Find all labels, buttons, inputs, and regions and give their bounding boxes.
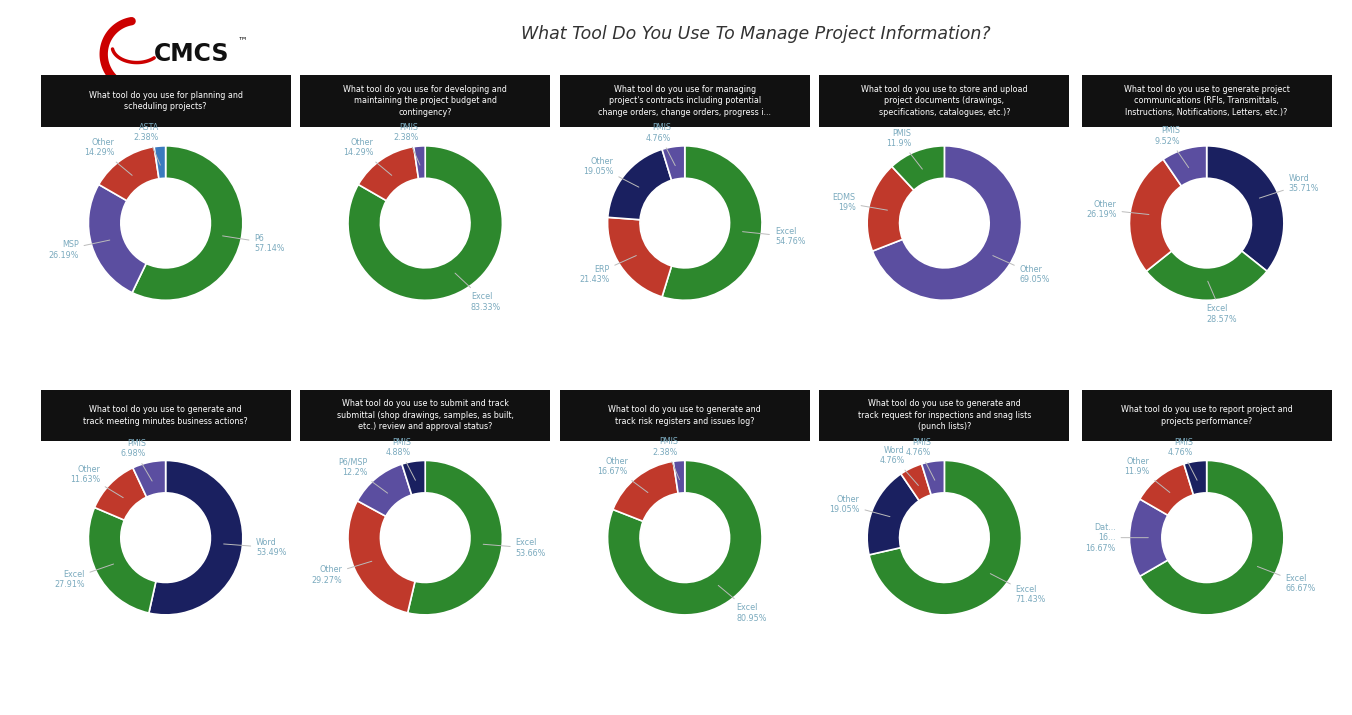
Text: Excel
80.95%: Excel 80.95% xyxy=(718,586,767,623)
Wedge shape xyxy=(402,460,426,495)
Wedge shape xyxy=(357,464,412,516)
Text: What tool do you use for developing and
maintaining the project budget and
conti: What tool do you use for developing and … xyxy=(343,85,507,117)
Wedge shape xyxy=(900,464,932,500)
Text: EDMS
19%: EDMS 19% xyxy=(833,193,887,212)
Text: PMIS
4.76%: PMIS 4.76% xyxy=(646,123,675,166)
Text: What Tool Do You Use To Manage Project Information?: What Tool Do You Use To Manage Project I… xyxy=(521,25,990,43)
Text: Other
11.63%: Other 11.63% xyxy=(70,465,123,498)
Wedge shape xyxy=(869,460,1022,615)
Text: What tool do you use to store and upload
project documents (drawings,
specificat: What tool do you use to store and upload… xyxy=(861,85,1028,117)
Text: Other
14.29%: Other 14.29% xyxy=(343,138,392,175)
Text: Other
69.05%: Other 69.05% xyxy=(992,255,1051,284)
Wedge shape xyxy=(1129,159,1182,271)
Text: P6/MSP
12.2%: P6/MSP 12.2% xyxy=(338,458,388,493)
Wedge shape xyxy=(1129,499,1168,576)
Wedge shape xyxy=(1146,251,1267,300)
Wedge shape xyxy=(922,460,945,495)
Text: PMIS
2.38%: PMIS 2.38% xyxy=(393,122,420,165)
Wedge shape xyxy=(407,460,503,615)
Wedge shape xyxy=(95,468,146,521)
Text: PMIS
11.9%: PMIS 11.9% xyxy=(886,129,922,169)
Wedge shape xyxy=(867,167,914,251)
Text: Other
16.67%: Other 16.67% xyxy=(598,457,648,493)
Wedge shape xyxy=(608,149,672,220)
Text: PMIS
4.76%: PMIS 4.76% xyxy=(906,438,934,480)
Wedge shape xyxy=(132,146,243,300)
Wedge shape xyxy=(892,146,944,190)
Wedge shape xyxy=(1163,146,1206,186)
Text: Word
53.49%: Word 53.49% xyxy=(223,538,287,557)
Text: Word
4.76%: Word 4.76% xyxy=(880,446,918,485)
Text: Other
26.19%: Other 26.19% xyxy=(1086,199,1149,220)
Wedge shape xyxy=(662,146,763,300)
Wedge shape xyxy=(414,146,426,179)
Text: PMIS
2.38%: PMIS 2.38% xyxy=(653,437,680,480)
Text: Excel
28.57%: Excel 28.57% xyxy=(1207,281,1237,324)
Text: What tool do you use to generate and
track risk registers and issues log?: What tool do you use to generate and tra… xyxy=(608,405,761,425)
Wedge shape xyxy=(88,508,155,613)
Text: PMIS
4.88%: PMIS 4.88% xyxy=(387,438,415,480)
Wedge shape xyxy=(673,460,685,493)
Text: What tool do you use to submit and track
submittal (shop drawings, samples, as b: What tool do you use to submit and track… xyxy=(337,400,514,431)
Wedge shape xyxy=(1140,464,1194,516)
Wedge shape xyxy=(662,146,684,180)
Wedge shape xyxy=(867,474,919,555)
Text: PMIS
6.98%: PMIS 6.98% xyxy=(120,439,153,481)
Wedge shape xyxy=(347,146,503,300)
Wedge shape xyxy=(872,146,1022,300)
Text: ™: ™ xyxy=(238,35,247,45)
Wedge shape xyxy=(358,147,419,201)
Text: Excel
27.91%: Excel 27.91% xyxy=(54,564,114,589)
Wedge shape xyxy=(1206,146,1284,271)
Text: ASTA
2.38%: ASTA 2.38% xyxy=(134,122,161,165)
Wedge shape xyxy=(1184,460,1207,495)
Text: Other
29.27%: Other 29.27% xyxy=(311,561,372,585)
Text: MSP
26.19%: MSP 26.19% xyxy=(49,240,110,260)
Text: Other
14.29%: Other 14.29% xyxy=(84,138,132,175)
Text: Excel
71.43%: Excel 71.43% xyxy=(990,573,1046,604)
Text: What tool do you use to generate and
track request for inspections and snag list: What tool do you use to generate and tra… xyxy=(857,400,1032,431)
Wedge shape xyxy=(132,460,166,497)
Text: What tool do you use for planning and
scheduling projects?: What tool do you use for planning and sc… xyxy=(89,91,242,111)
Text: CMCS: CMCS xyxy=(154,42,230,66)
Wedge shape xyxy=(347,500,415,613)
Text: PMIS
4.76%: PMIS 4.76% xyxy=(1168,438,1197,480)
Text: Dat...
16...
16.67%: Dat... 16... 16.67% xyxy=(1086,523,1148,553)
Text: ERP
21.43%: ERP 21.43% xyxy=(579,255,637,284)
Text: What tool do you use to generate and
track meeting minutes business actions?: What tool do you use to generate and tra… xyxy=(84,405,247,425)
Wedge shape xyxy=(1140,460,1284,615)
Text: Excel
53.66%: Excel 53.66% xyxy=(483,538,546,558)
Text: What tool do you use to report project and
projects performance?: What tool do you use to report project a… xyxy=(1121,405,1293,425)
Text: Excel
83.33%: Excel 83.33% xyxy=(456,273,502,312)
Text: PMIS
9.52%: PMIS 9.52% xyxy=(1155,127,1188,167)
Text: Other
19.05%: Other 19.05% xyxy=(829,495,890,517)
Wedge shape xyxy=(99,147,160,201)
Wedge shape xyxy=(154,146,166,179)
Text: What tool do you use to generate project
communications (RFIs, Transmittals,
Ins: What tool do you use to generate project… xyxy=(1124,85,1290,117)
Wedge shape xyxy=(149,460,243,615)
Wedge shape xyxy=(607,460,763,615)
Wedge shape xyxy=(88,184,146,292)
Wedge shape xyxy=(612,461,679,521)
Text: P6
57.14%: P6 57.14% xyxy=(223,234,285,253)
Text: Other
19.05%: Other 19.05% xyxy=(583,157,639,187)
Text: Excel
54.76%: Excel 54.76% xyxy=(742,227,806,247)
Text: Other
11.9%: Other 11.9% xyxy=(1125,457,1169,493)
Wedge shape xyxy=(607,217,672,297)
Text: What tool do you use for managing
project's contracts including potential
change: What tool do you use for managing projec… xyxy=(599,85,771,117)
Text: Excel
66.67%: Excel 66.67% xyxy=(1257,566,1315,593)
Text: Word
35.71%: Word 35.71% xyxy=(1260,174,1320,198)
